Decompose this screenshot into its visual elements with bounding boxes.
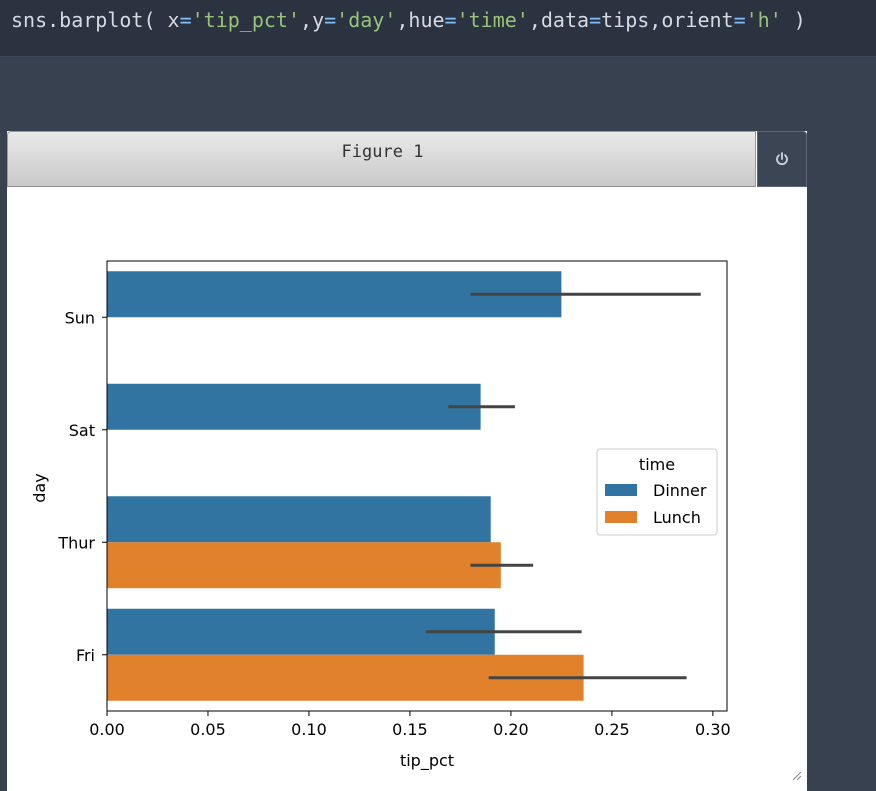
code-token: x bbox=[155, 8, 180, 32]
x-tick-label: 0.05 bbox=[190, 720, 226, 739]
code-token: 'day' bbox=[336, 8, 397, 32]
x-tick-label: 0.10 bbox=[291, 720, 327, 739]
code-token: = bbox=[179, 8, 192, 32]
y-tick-label: Fri bbox=[76, 646, 95, 665]
x-tick-label: 0.20 bbox=[493, 720, 529, 739]
legend-label: Lunch bbox=[653, 508, 701, 527]
x-axis-label: tip_pct bbox=[400, 751, 454, 771]
x-tick-label: 0.15 bbox=[392, 720, 428, 739]
x-tick-label: 0.25 bbox=[594, 720, 630, 739]
figure-header[interactable]: Figure 1 bbox=[7, 131, 756, 187]
legend-label: Dinner bbox=[653, 481, 707, 500]
code-token: hue bbox=[408, 8, 445, 32]
legend-title: time bbox=[639, 455, 675, 474]
code-function: sns.barplot( bbox=[11, 8, 156, 32]
y-axis-label: day bbox=[30, 473, 49, 502]
legend-swatch-dinner bbox=[605, 484, 637, 496]
code-token: 'tip_pct' bbox=[191, 8, 301, 32]
code-token: 'h' bbox=[745, 8, 782, 32]
code-token: = bbox=[589, 8, 602, 32]
bar-lunch bbox=[107, 542, 501, 589]
code-token: = bbox=[733, 8, 746, 32]
y-tick-label: Sat bbox=[69, 421, 95, 440]
bar-dinner bbox=[107, 383, 481, 430]
plot-frame bbox=[106, 260, 728, 712]
code-cell[interactable]: sns.barplot( x='tip_pct',y='day',hue='ti… bbox=[0, 0, 876, 57]
code-token: , bbox=[396, 8, 409, 32]
code-token: data bbox=[540, 8, 590, 32]
code-token: ) bbox=[781, 8, 806, 32]
x-tick-label: 0.30 bbox=[695, 720, 731, 739]
code-token: 'time' bbox=[456, 8, 529, 32]
code-token: tips bbox=[601, 8, 650, 32]
resize-grip-icon[interactable] bbox=[792, 771, 802, 781]
figure-close-button[interactable] bbox=[757, 131, 807, 187]
code-token: = bbox=[324, 8, 337, 32]
code-line: sns.barplot( x='tip_pct',y='day',hue='ti… bbox=[11, 6, 806, 34]
code-token: , bbox=[649, 8, 662, 32]
bar-chart: Sun Sat Thur Fri 0.00 0.05 0.10 0.15 0.20 0.25 0.3… bbox=[30, 260, 731, 771]
bar-dinner bbox=[107, 496, 491, 543]
figure-window: Sun Sat Thur Fri 0.00 0.05 0.10 0.15 0.20 0.25 0.3… bbox=[7, 131, 807, 791]
code-token: , bbox=[300, 8, 313, 32]
y-tick-label: Sun bbox=[65, 308, 95, 327]
code-token: y bbox=[312, 8, 325, 32]
code-token: = bbox=[444, 8, 457, 32]
y-tick-label: Thur bbox=[57, 533, 95, 552]
x-tick-label: 0.00 bbox=[89, 720, 125, 739]
code-token: , bbox=[528, 8, 541, 32]
figure-title: Figure 1 bbox=[341, 142, 424, 162]
power-icon bbox=[776, 152, 788, 166]
code-token: orient bbox=[661, 8, 734, 32]
legend-swatch-lunch bbox=[605, 511, 637, 523]
